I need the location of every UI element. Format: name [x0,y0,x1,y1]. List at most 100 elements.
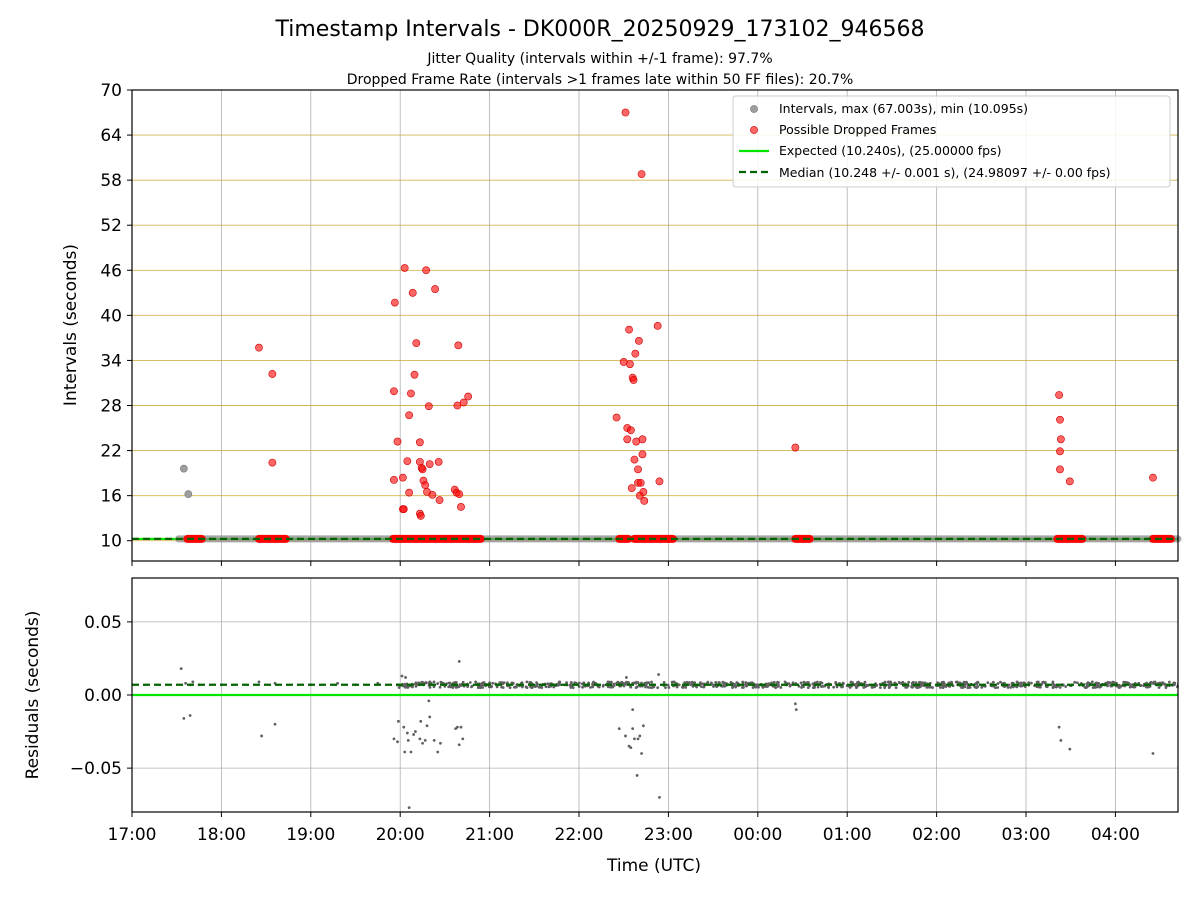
intervals-panel: 10 16 22 28 34 40 46 52 58 64 70 Intervals (second… [61,81,1182,566]
intervals-data [132,108,1182,543]
x-tick-label: 00:00 [733,825,782,845]
dropped-frame-point [1056,465,1064,474]
dropped-frame-point [403,457,412,465]
residual-point [601,684,605,688]
residual-point [690,680,694,684]
residual-point [457,685,461,688]
residual-outlier-point [635,774,639,777]
residual-outlier-point [427,699,431,703]
residual-point [699,681,702,685]
residuals-y-axis-label: Residuals (seconds) [23,611,43,780]
residual-point [597,685,601,689]
residual-point [521,685,524,689]
residual-point [878,686,882,689]
residual-point [546,682,550,686]
residual-point [474,680,478,684]
interval-point [179,464,188,473]
dropped-frame-point [625,325,633,334]
residual-outlier-point [1059,738,1063,742]
dropped-frame-point [1056,447,1064,456]
intervals-y-tick-label: 46 [100,261,122,281]
residual-point [894,686,898,689]
residual-point [1073,680,1077,684]
residual-point [581,685,585,689]
residual-point [800,686,803,689]
intervals-y-tick-label: 52 [100,216,122,236]
dropped-frame-point [623,435,632,444]
residual-outlier-point [624,676,628,679]
dropped-frame-point [408,288,417,297]
residual-point [481,686,485,689]
residual-outlier-point [640,752,643,755]
intervals-y-tick-label: 34 [100,351,122,371]
residual-point [461,680,465,684]
residual-point [403,682,407,686]
residual-outlier-point [396,740,399,744]
legend-dropped-label: Possible Dropped Frames [779,122,936,137]
residual-outlier-point [658,795,661,799]
residual-point [993,686,997,690]
residual-outlier-point [638,734,642,738]
residual-point [1037,685,1041,689]
residual-point [666,683,670,687]
residual-point [565,681,569,685]
residual-outlier-point [425,724,429,728]
legend-dropped-marker [750,126,758,134]
dropped-frame-point [630,455,639,464]
residual-outlier-point [436,750,440,754]
residual-point [479,683,483,687]
legend-box [732,95,1171,188]
residual-point [414,684,418,688]
residual-point [1093,686,1097,689]
residual-outlier-point [392,737,396,741]
residual-point [438,685,442,689]
dropped-frame-point [431,285,439,293]
residual-point [741,680,745,684]
residual-point [436,682,440,685]
residual-outlier-point [404,676,407,679]
residual-point [826,685,830,689]
residual-point [495,685,499,689]
x-axis-label: Time (UTC) [606,856,701,876]
residual-point [806,686,810,690]
residual-point [962,680,966,684]
residual-point [914,681,918,685]
dropped-frame-point [640,497,649,505]
dropped-frame-point [1056,415,1064,424]
residual-point [897,681,901,684]
residual-point [635,685,639,688]
residual-point [954,680,958,684]
residual-point [744,681,748,684]
residual-point [820,685,823,689]
intervals-y-tick-label: 22 [100,442,122,462]
chart-title: Timestamp Intervals - DK000R_20250929_17… [274,17,924,42]
residual-point [1051,680,1055,684]
residual-point [448,684,452,688]
residual-outlier-point [260,734,264,738]
dropped-frame-point [400,264,409,272]
residual-point [684,686,688,689]
residual-point [776,685,780,688]
residual-point [1084,686,1088,690]
residual-point [811,682,815,686]
dropped-frame-point [268,458,277,467]
dropped-frame-point [635,336,643,345]
residual-point [907,680,911,684]
residual-point [451,685,455,689]
residual-outlier-point [793,702,797,706]
residual-point [591,685,595,689]
residual-point [478,686,482,690]
residual-outlier-point [182,717,186,720]
residual-point [191,680,195,684]
residual-point [624,682,627,685]
residual-point [783,680,787,684]
x-tick-label: 17:00 [108,825,157,845]
dropped-frame-point [390,387,398,396]
residual-outlier-point [405,731,409,735]
residual-point [573,681,577,685]
residual-point [687,681,691,684]
residual-point [488,681,492,685]
residuals-y-tick-label: 0.00 [84,686,122,706]
residual-point [1029,681,1033,685]
